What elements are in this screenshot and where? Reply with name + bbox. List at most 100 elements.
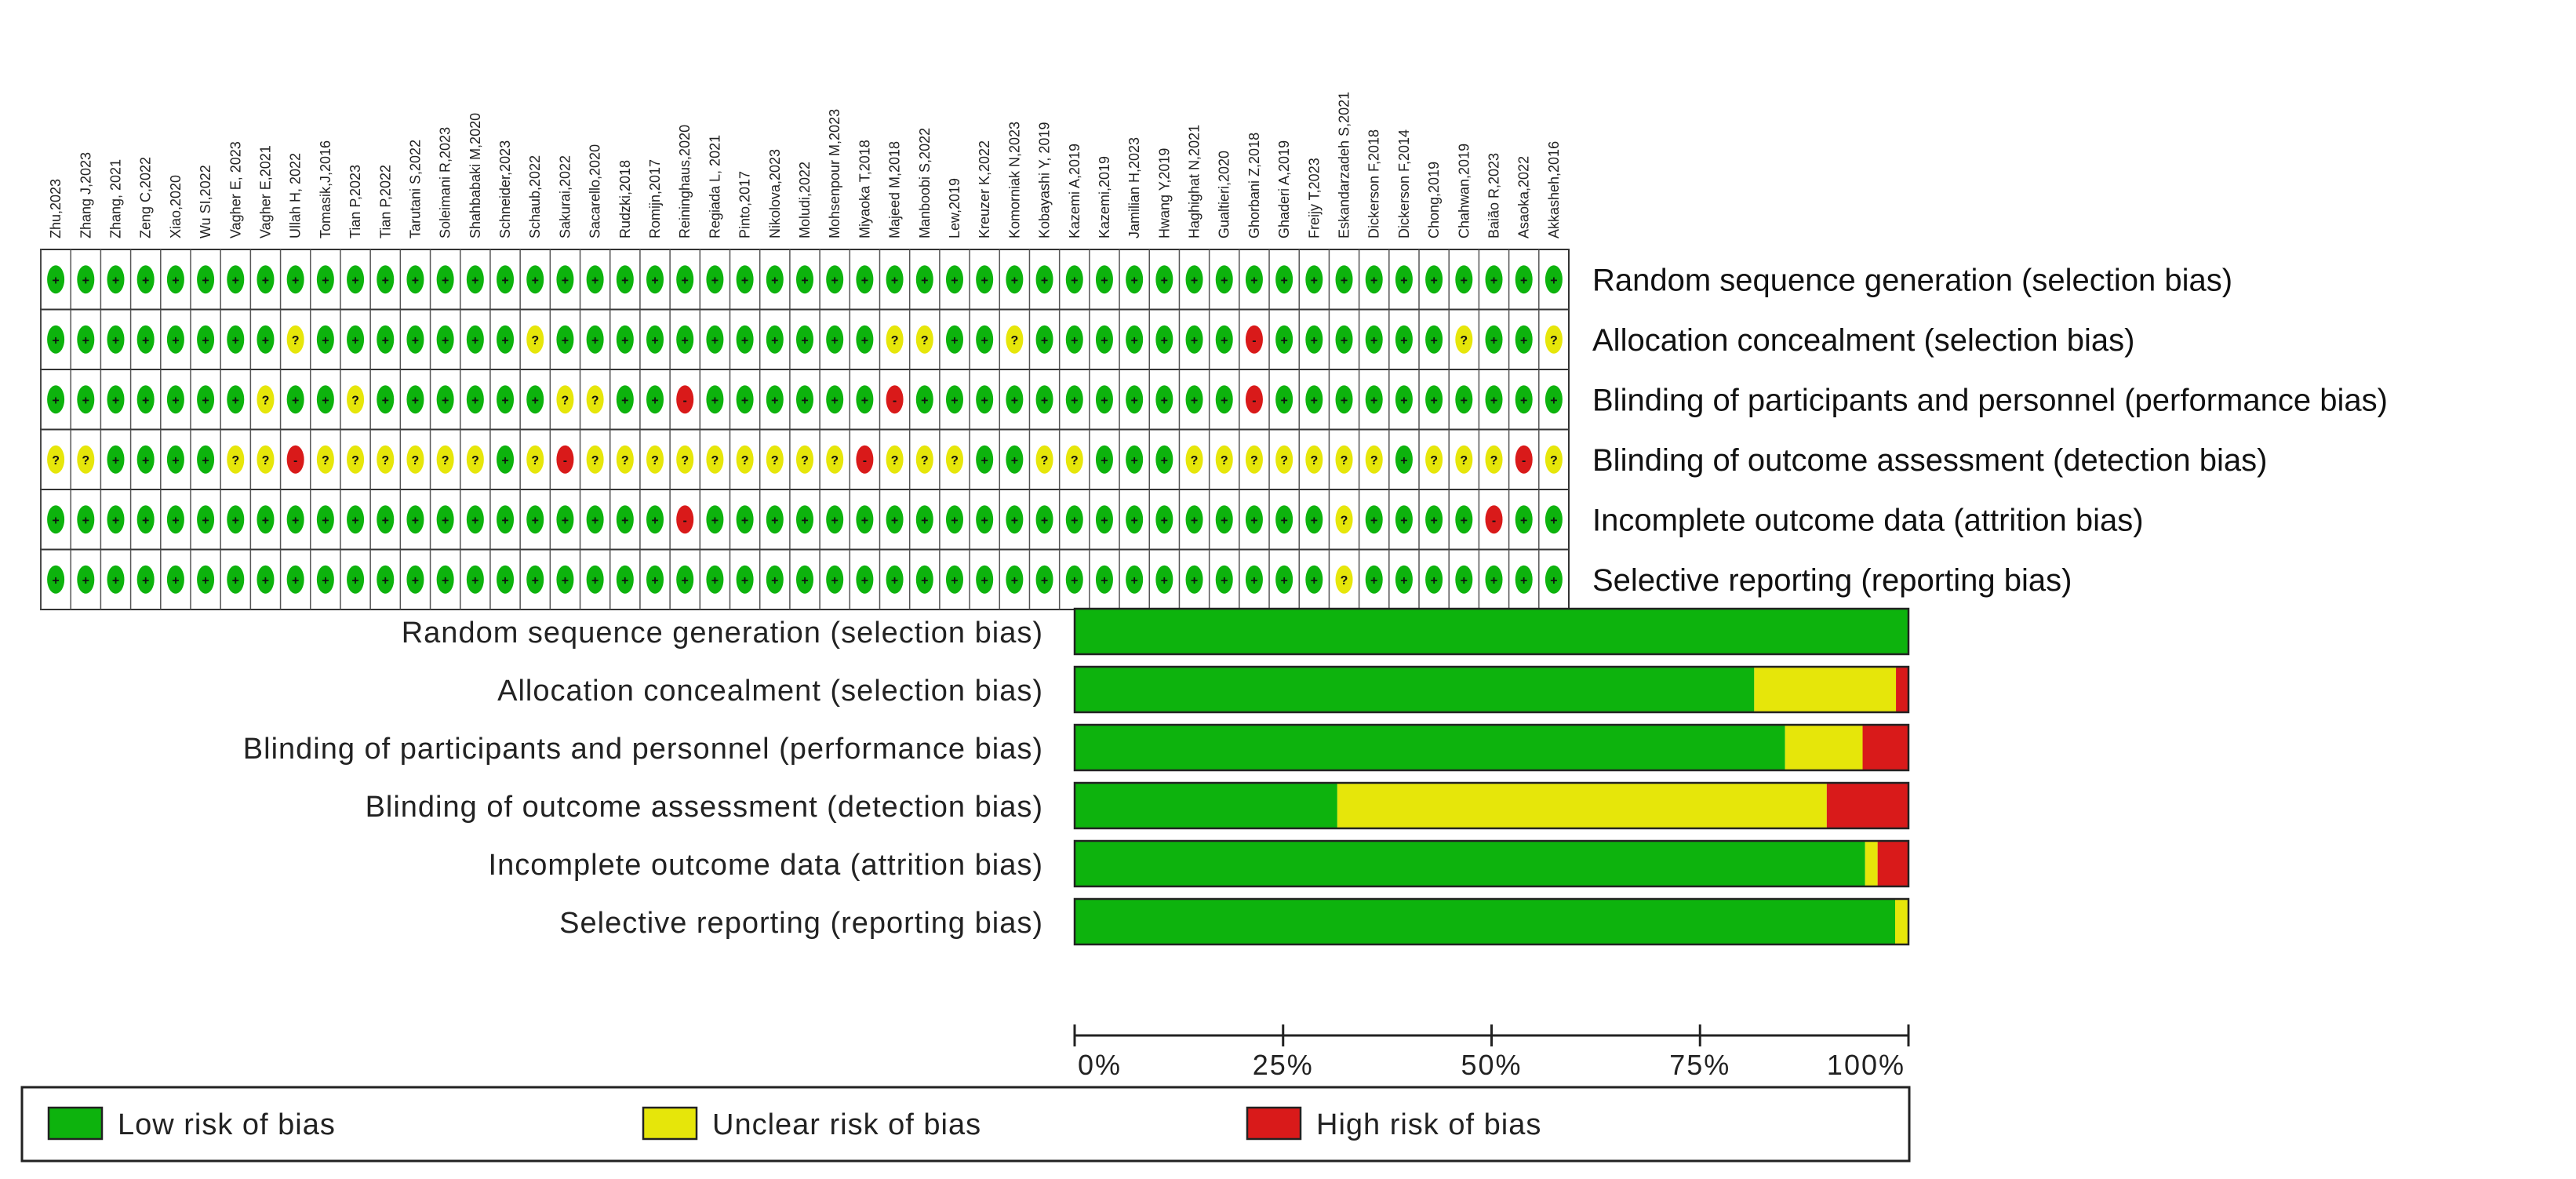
judgement-symbol: + [1101,574,1108,588]
judgement-low-dot [676,565,694,594]
judgement-low-dot [286,265,304,294]
judgement-symbol: + [1280,334,1287,348]
judgement-low-dot [976,325,994,354]
judgement-low-dot [166,505,184,534]
judgement-low-dot [616,505,634,534]
judgement-symbol: + [1430,394,1437,407]
judgement-symbol: ? [1370,454,1378,468]
judgement-symbol: + [591,334,599,348]
judgement-symbol: + [621,394,628,407]
judgement-symbol: + [1191,274,1198,287]
judgement-symbol: + [801,514,808,527]
judgement-symbol: ? [1490,454,1498,468]
study-label: Freijy T,2023 [1306,158,1322,238]
judgement-low-dot [1425,325,1443,354]
judgement-symbol: + [1490,334,1497,348]
judgement-unclear-dot [47,445,65,474]
bar-segment-0 [1075,725,1785,770]
judgement-low-dot [316,325,334,354]
study-label: Komorniak N,2023 [1006,122,1022,238]
judgement-symbol: + [1370,334,1377,348]
judgement-unclear-dot [466,445,484,474]
judgement-low-dot [766,385,784,414]
bar-segment-2 [1826,783,1908,828]
judgement-unclear-dot [886,445,904,474]
study-label: Hwang Y,2019 [1156,148,1172,238]
judgement-unclear-dot [1185,445,1203,474]
judgement-symbol: + [1041,574,1048,588]
judgement-unclear-dot [586,385,604,414]
judgement-low-dot [1305,325,1323,354]
judgement-low-dot [1365,505,1383,534]
x-tick-label: 100% [1827,1049,1905,1081]
judgement-symbol: + [172,574,179,588]
judgement-symbol: + [292,394,299,407]
judgement-unclear-dot [796,445,813,474]
judgement-low-dot [1455,265,1473,294]
judgement-low-dot [1545,385,1563,414]
judgement-low-dot [1305,505,1323,534]
judgement-low-dot [227,265,245,294]
judgement-low-dot [1035,265,1053,294]
judgement-low-dot [616,325,634,354]
judgement-symbol: + [1430,274,1437,287]
judgement-low-dot [257,505,275,534]
judgement-symbol: + [501,514,508,527]
judgement-low-dot [886,265,904,294]
study-label: Rudzki,2018 [617,160,633,238]
judgement-low-dot [1365,565,1383,594]
legend-label: Low risk of bias [118,1108,336,1141]
judgement-symbol: + [801,394,808,407]
judgement-symbol: + [292,574,299,588]
judgement-symbol: + [202,274,209,287]
judgement-symbol: ? [1460,454,1468,468]
judgement-low-dot [1215,505,1233,534]
judgement-symbol: ? [412,454,420,468]
judgement-symbol: + [951,274,958,287]
judgement-symbol: + [1461,394,1468,407]
judgement-symbol: + [1250,274,1257,287]
judgement-low-dot [1035,325,1053,354]
judgement-symbol: + [82,274,89,287]
judgement-symbol: + [501,274,508,287]
judgement-low-dot [616,385,634,414]
judgement-unclear-dot [1545,445,1563,474]
judgement-low-dot [945,505,963,534]
bar-category-label: Blinding of outcome assessment (detectio… [366,791,1043,824]
judgement-symbol: + [981,394,988,407]
judgement-low-dot [796,565,813,594]
judgement-high-dot [286,445,304,474]
judgement-low-dot [1545,265,1563,294]
study-label: Ghaderi A,2019 [1276,140,1292,238]
judgement-high-dot [1245,325,1263,354]
bar-segment-1 [1894,899,1908,944]
study-label: Lew,2019 [947,178,962,238]
bar-segment-0 [1075,841,1865,886]
legend-swatch [1246,1106,1302,1141]
judgement-low-dot [227,565,245,594]
judgement-symbol: + [1280,394,1287,407]
judgement-symbol: + [831,574,839,588]
study-label: Nikolova,2023 [767,149,783,238]
judgement-symbol: + [1520,334,1527,348]
judgement-low-dot [706,265,724,294]
judgement-symbol: + [382,274,389,287]
study-label: Manboobi S,2022 [917,128,933,238]
judgement-low-dot [1006,385,1024,414]
x-tick-label: 25% [1253,1049,1314,1081]
judgement-low-dot [945,325,963,354]
judgement-low-dot [377,565,395,594]
judgement-symbol: + [1221,514,1228,527]
judgement-low-dot [136,445,155,474]
judgement-symbol: + [891,514,898,527]
judgement-low-dot [826,385,844,414]
judgement-unclear-dot [1006,325,1024,354]
judgement-low-dot [466,505,484,534]
judgement-symbol: + [142,274,149,287]
judgement-low-dot [766,265,784,294]
bar-frame [1073,897,1910,946]
judgement-low-dot [77,265,95,294]
study-label: Schneider,2023 [497,140,513,238]
judgement-low-dot [676,325,694,354]
judgement-symbol: + [172,334,179,348]
